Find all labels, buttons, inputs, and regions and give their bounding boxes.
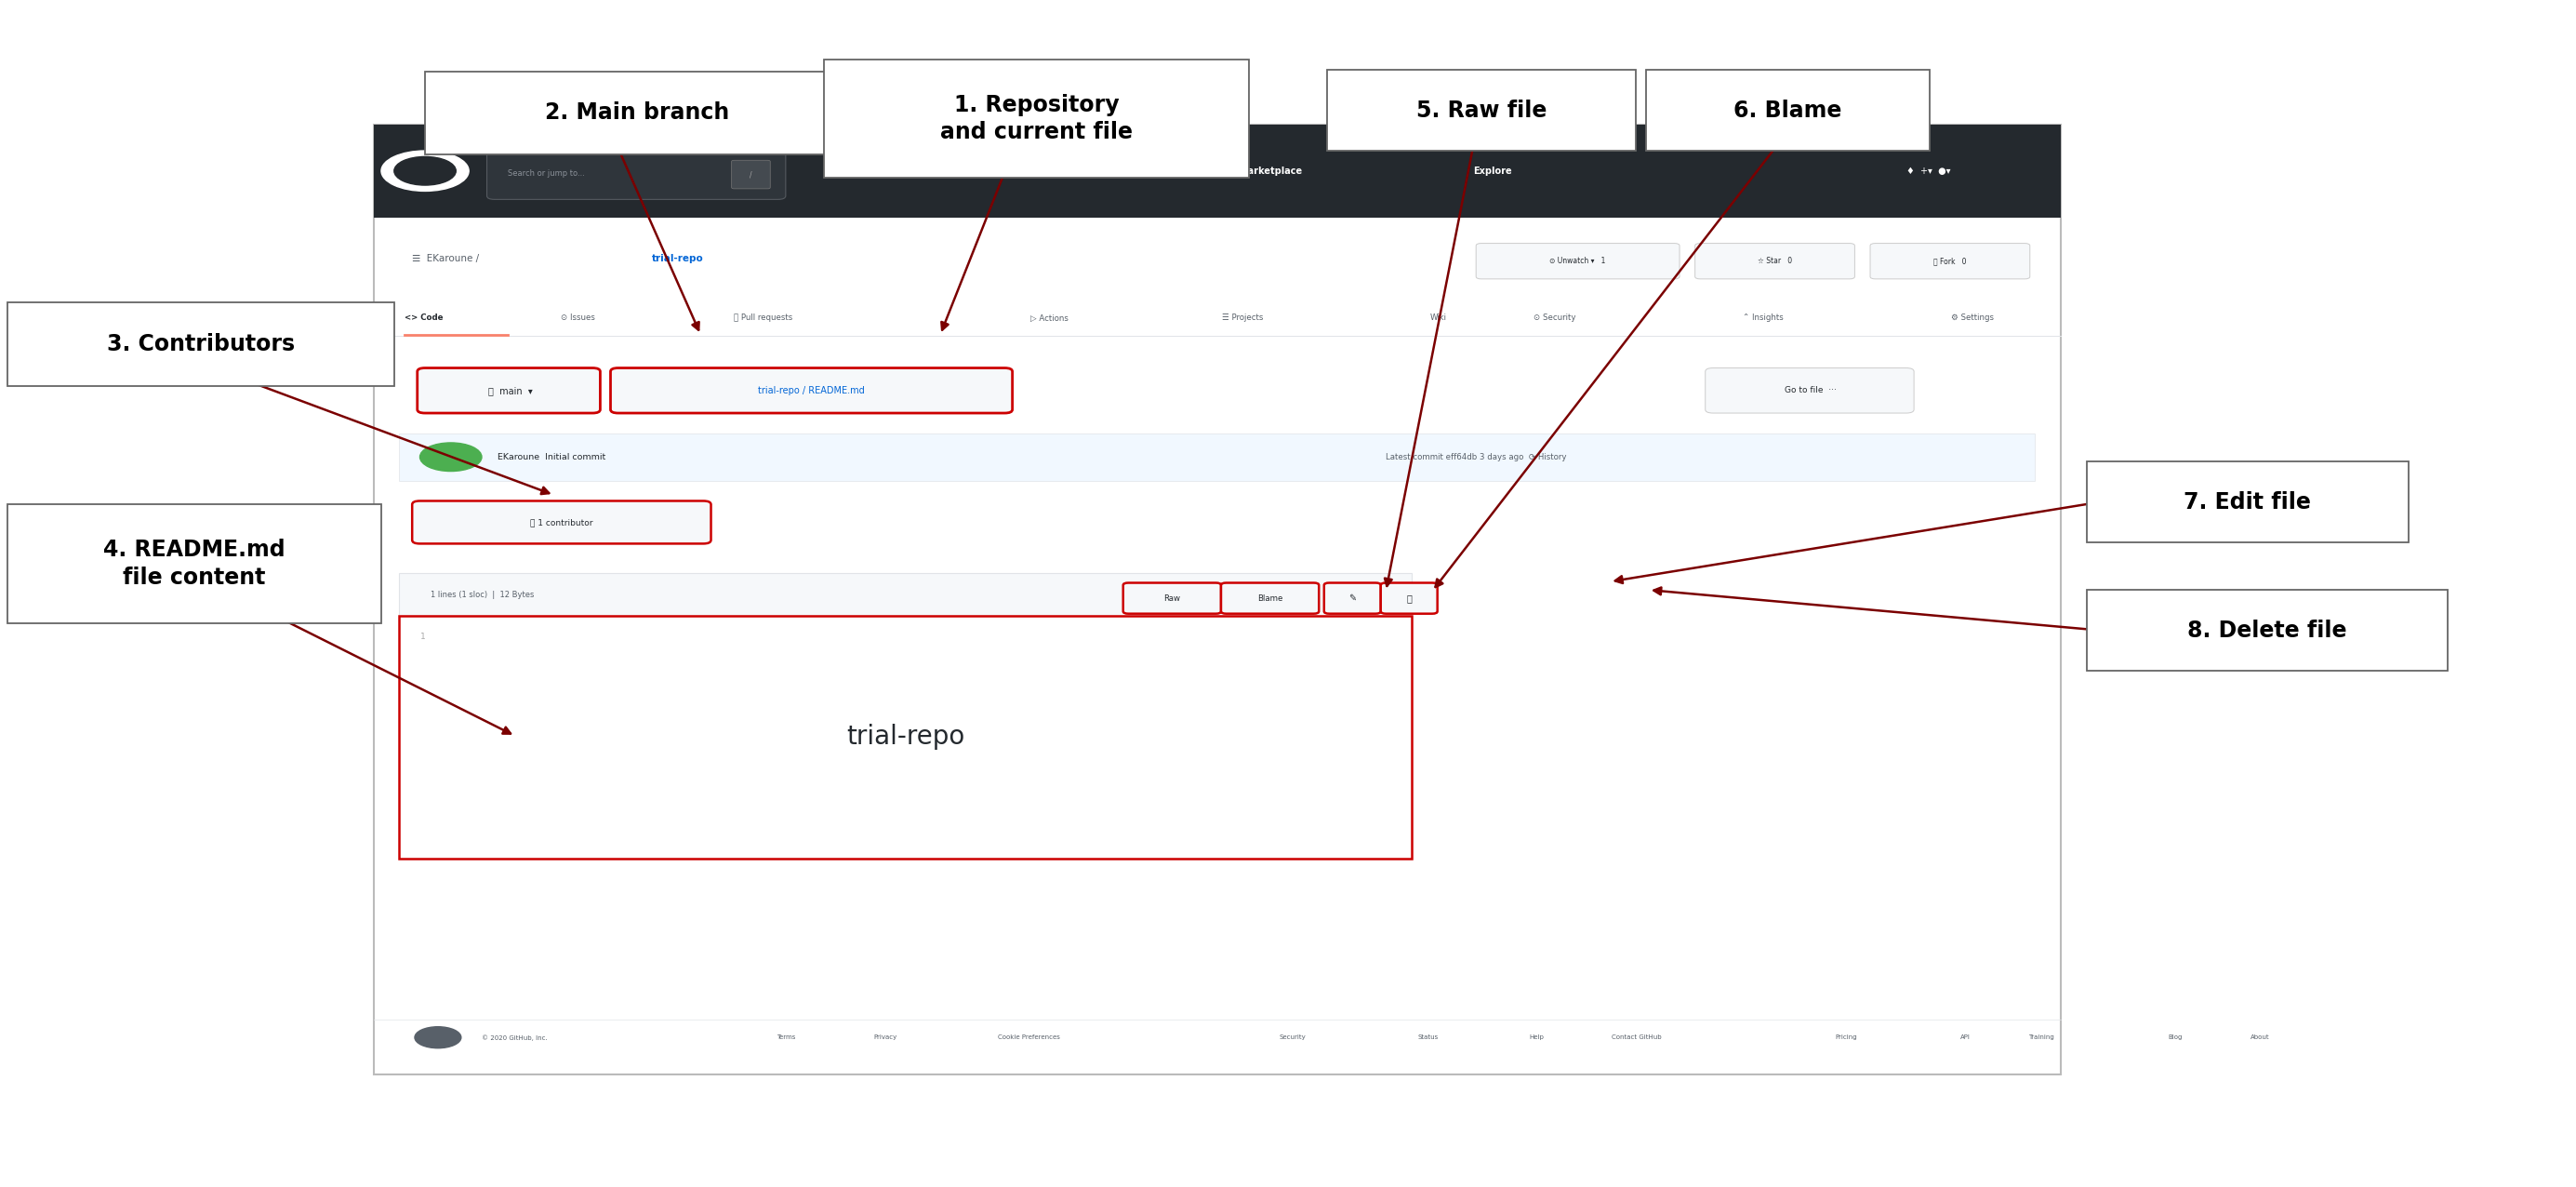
FancyBboxPatch shape bbox=[1123, 583, 1221, 614]
Text: © 2020 GitHub, Inc.: © 2020 GitHub, Inc. bbox=[482, 1034, 549, 1041]
Text: 1 lines (1 sloc)  |  12 Bytes: 1 lines (1 sloc) | 12 Bytes bbox=[430, 590, 533, 599]
FancyBboxPatch shape bbox=[1381, 583, 1437, 614]
Text: Blame: Blame bbox=[1257, 594, 1283, 603]
Text: 4. README.md
file content: 4. README.md file content bbox=[103, 539, 286, 589]
FancyBboxPatch shape bbox=[412, 501, 711, 544]
FancyBboxPatch shape bbox=[1646, 70, 1929, 151]
Text: 5. Raw file: 5. Raw file bbox=[1417, 100, 1546, 121]
Text: Wiki: Wiki bbox=[1430, 313, 1448, 323]
Text: Explore: Explore bbox=[1473, 166, 1512, 176]
Text: trial-repo: trial-repo bbox=[848, 724, 963, 750]
Text: Privacy: Privacy bbox=[873, 1035, 896, 1040]
Text: Latest commit eff64db 3 days ago  ⟳ History: Latest commit eff64db 3 days ago ⟳ Histo… bbox=[1386, 452, 1566, 462]
Text: ⧉: ⧉ bbox=[1406, 594, 1412, 603]
FancyBboxPatch shape bbox=[1705, 368, 1914, 413]
Text: EKaroune  Initial commit: EKaroune Initial commit bbox=[497, 452, 605, 462]
FancyBboxPatch shape bbox=[487, 147, 786, 199]
Text: About: About bbox=[2251, 1035, 2269, 1040]
FancyBboxPatch shape bbox=[1324, 583, 1381, 614]
Text: ☆ Star   0: ☆ Star 0 bbox=[1757, 256, 1793, 266]
FancyBboxPatch shape bbox=[611, 368, 1012, 413]
FancyBboxPatch shape bbox=[2087, 590, 2447, 671]
Text: Pull requests: Pull requests bbox=[824, 166, 891, 176]
FancyBboxPatch shape bbox=[732, 160, 770, 189]
FancyBboxPatch shape bbox=[1476, 243, 1680, 279]
Text: Issues: Issues bbox=[1097, 166, 1128, 176]
FancyBboxPatch shape bbox=[425, 71, 850, 154]
FancyBboxPatch shape bbox=[1695, 243, 1855, 279]
Text: ✎: ✎ bbox=[1350, 594, 1355, 603]
Text: Pricing: Pricing bbox=[1834, 1035, 1857, 1040]
Text: trial-repo / README.md: trial-repo / README.md bbox=[757, 386, 866, 395]
Text: Training: Training bbox=[2030, 1035, 2056, 1040]
Circle shape bbox=[415, 1027, 461, 1048]
Text: Search or jump to...: Search or jump to... bbox=[507, 169, 585, 178]
FancyBboxPatch shape bbox=[8, 303, 394, 386]
FancyBboxPatch shape bbox=[1327, 70, 1636, 151]
Text: ⊙ Issues: ⊙ Issues bbox=[562, 313, 595, 323]
Text: ⊙ Security: ⊙ Security bbox=[1533, 313, 1577, 323]
Text: ⑂ Fork   0: ⑂ Fork 0 bbox=[1935, 256, 1965, 266]
Text: ☰ Projects: ☰ Projects bbox=[1221, 313, 1262, 323]
Text: ♦  +▾  ●▾: ♦ +▾ ●▾ bbox=[1906, 166, 1950, 176]
FancyBboxPatch shape bbox=[399, 433, 2035, 481]
Text: Terms: Terms bbox=[778, 1035, 796, 1040]
Text: ⑂ Pull requests: ⑂ Pull requests bbox=[734, 313, 793, 323]
Text: 2. Main branch: 2. Main branch bbox=[546, 102, 729, 123]
FancyBboxPatch shape bbox=[2087, 462, 2409, 542]
Text: ▷ Actions: ▷ Actions bbox=[1030, 313, 1069, 323]
FancyBboxPatch shape bbox=[399, 616, 1412, 858]
Text: Go to file  ···: Go to file ··· bbox=[1785, 386, 1837, 395]
FancyBboxPatch shape bbox=[374, 125, 2061, 217]
Text: Raw: Raw bbox=[1164, 594, 1180, 603]
Text: ⌃ Insights: ⌃ Insights bbox=[1741, 313, 1783, 323]
FancyBboxPatch shape bbox=[1870, 243, 2030, 279]
Text: <> Code: <> Code bbox=[404, 313, 443, 323]
FancyBboxPatch shape bbox=[8, 504, 381, 623]
Text: ⚙ Settings: ⚙ Settings bbox=[1950, 313, 1994, 323]
Circle shape bbox=[381, 151, 469, 191]
Text: API: API bbox=[1960, 1035, 1971, 1040]
Text: 👤 1 contributor: 👤 1 contributor bbox=[531, 518, 592, 527]
FancyBboxPatch shape bbox=[824, 59, 1249, 178]
Text: Contact GitHub: Contact GitHub bbox=[1613, 1035, 1662, 1040]
Text: 8. Delete file: 8. Delete file bbox=[2187, 620, 2347, 641]
Circle shape bbox=[420, 443, 482, 471]
Text: 3. Contributors: 3. Contributors bbox=[108, 334, 294, 355]
FancyBboxPatch shape bbox=[399, 573, 1412, 616]
Text: Security: Security bbox=[1278, 1035, 1306, 1040]
Text: Cookie Preferences: Cookie Preferences bbox=[997, 1035, 1061, 1040]
Text: 1: 1 bbox=[420, 633, 425, 641]
Text: trial-repo: trial-repo bbox=[652, 254, 703, 264]
Circle shape bbox=[394, 157, 456, 185]
Text: Blog: Blog bbox=[2166, 1035, 2182, 1040]
Text: ⑂  main  ▾: ⑂ main ▾ bbox=[487, 386, 533, 395]
Text: ☰  EKaroune /: ☰ EKaroune / bbox=[412, 254, 479, 264]
Text: Status: Status bbox=[1417, 1035, 1440, 1040]
FancyBboxPatch shape bbox=[1221, 583, 1319, 614]
Text: 1. Repository
and current file: 1. Repository and current file bbox=[940, 94, 1133, 144]
FancyBboxPatch shape bbox=[374, 125, 2061, 1074]
Text: ⊙ Unwatch ▾   1: ⊙ Unwatch ▾ 1 bbox=[1551, 256, 1605, 266]
Text: 6. Blame: 6. Blame bbox=[1734, 100, 1842, 121]
Text: Marketplace: Marketplace bbox=[1239, 166, 1301, 176]
Text: Help: Help bbox=[1530, 1035, 1543, 1040]
Text: 7. Edit file: 7. Edit file bbox=[2184, 491, 2311, 513]
FancyBboxPatch shape bbox=[417, 368, 600, 413]
